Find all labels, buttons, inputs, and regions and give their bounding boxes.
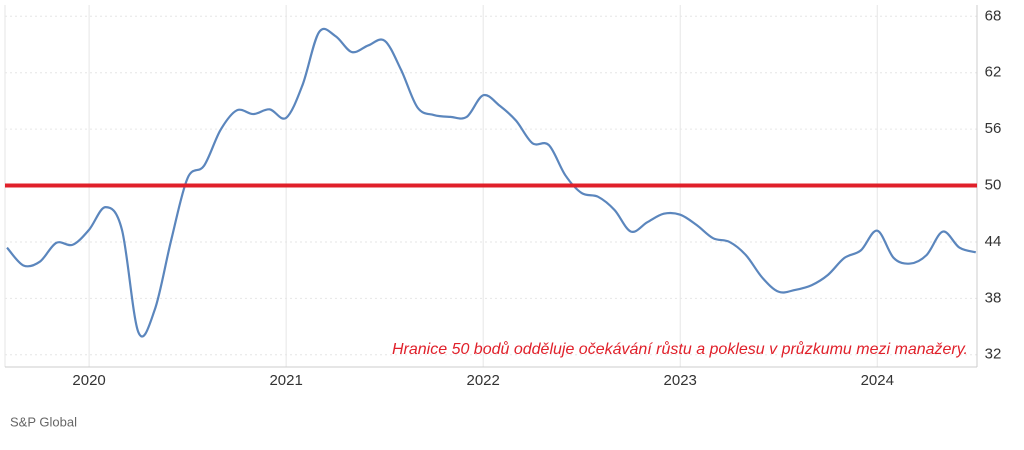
y-tick-label: 32 bbox=[985, 346, 1002, 363]
annotation: Hranice 50 bodů odděluje očekávání růstu… bbox=[392, 340, 968, 358]
y-tick-label: 56 bbox=[985, 120, 1002, 137]
x-tick-label: 2021 bbox=[269, 372, 302, 389]
y-tick-label: 68 bbox=[985, 7, 1002, 24]
x-tick-label: 2022 bbox=[466, 372, 499, 389]
x-tick-label: 2024 bbox=[861, 372, 894, 389]
y-tick-label: 62 bbox=[985, 64, 1002, 81]
y-tick-label: 38 bbox=[985, 289, 1002, 306]
source: S&P Global bbox=[10, 414, 77, 429]
y-tick-label: 44 bbox=[985, 233, 1002, 250]
x-tick-label: 2023 bbox=[664, 372, 697, 389]
x-tick-label: 2020 bbox=[72, 372, 105, 389]
line-series bbox=[6, 27, 977, 338]
y-tick-label: 50 bbox=[985, 176, 1002, 193]
